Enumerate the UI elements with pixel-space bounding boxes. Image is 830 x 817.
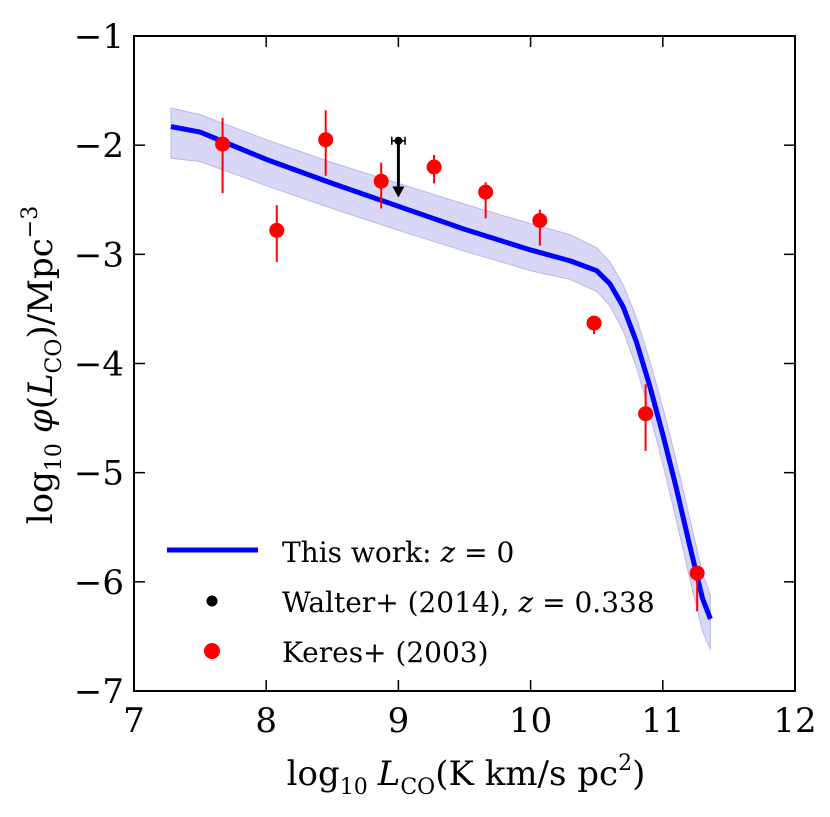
- legend: This work: z = 0 Walter+ (2014), z = 0.3…: [167, 536, 655, 669]
- legend-label-walter: Walter+ (2014), z = 0.338: [282, 586, 655, 619]
- keres-point: [478, 182, 494, 219]
- keres-point: [269, 205, 285, 262]
- x-tick-label: 12: [773, 701, 816, 741]
- walter-arrowhead: [392, 186, 405, 198]
- walter-marker: [394, 136, 403, 145]
- keres-marker: [269, 222, 285, 238]
- axis-ticks-layer: 7 8 9 10 11 12 −7 −6 −5 −4 −3 −2 −1: [74, 17, 817, 741]
- keres-marker: [638, 406, 654, 422]
- x-axis-title: log10 LCO(K km/s pc2): [287, 751, 646, 800]
- keres-marker: [426, 159, 442, 175]
- data-points-layer: [215, 110, 705, 612]
- model-uncertainty-band-layer: [170, 107, 711, 650]
- keres-marker: [532, 212, 548, 228]
- keres-point: [586, 315, 602, 335]
- x-tick-label: 7: [123, 701, 145, 741]
- y-tick-label: −6: [74, 563, 124, 603]
- x-tick-label: 11: [641, 701, 684, 741]
- y-tick-label: −2: [74, 126, 124, 166]
- y-tick-label: −4: [74, 345, 124, 385]
- legend-label-keres: Keres+ (2003): [282, 636, 489, 669]
- y-tick-label: −1: [74, 17, 124, 57]
- model-uncertainty-band: [170, 107, 711, 650]
- keres-marker: [478, 184, 494, 200]
- y-axis-title: log10φ(LCO)/Mpc−3: [18, 206, 67, 524]
- keres-point: [638, 384, 654, 451]
- legend-marker-keres: [204, 643, 220, 659]
- y-tick-label: −7: [74, 672, 124, 712]
- keres-point: [215, 117, 231, 194]
- keres-point: [318, 110, 334, 176]
- keres-marker: [215, 136, 231, 152]
- keres-point: [689, 565, 705, 612]
- x-tick-label: 9: [388, 701, 410, 741]
- keres-point: [426, 154, 442, 184]
- keres-marker: [689, 565, 705, 581]
- keres-point: [373, 162, 389, 209]
- keres-point: [532, 209, 548, 246]
- x-tick-label: 8: [255, 701, 277, 741]
- keres-marker: [318, 132, 334, 148]
- model-line-layer: [170, 124, 713, 620]
- legend-label-this-work: This work: z = 0: [282, 536, 514, 569]
- walter-point: [391, 136, 406, 198]
- y-tick-label: −5: [74, 454, 124, 494]
- model-line: [170, 124, 713, 620]
- keres-marker: [586, 315, 602, 331]
- x-tick-label: 10: [509, 701, 552, 741]
- legend-marker-walter: [206, 595, 218, 607]
- keres-marker: [373, 173, 389, 189]
- y-tick-label: −3: [74, 235, 124, 275]
